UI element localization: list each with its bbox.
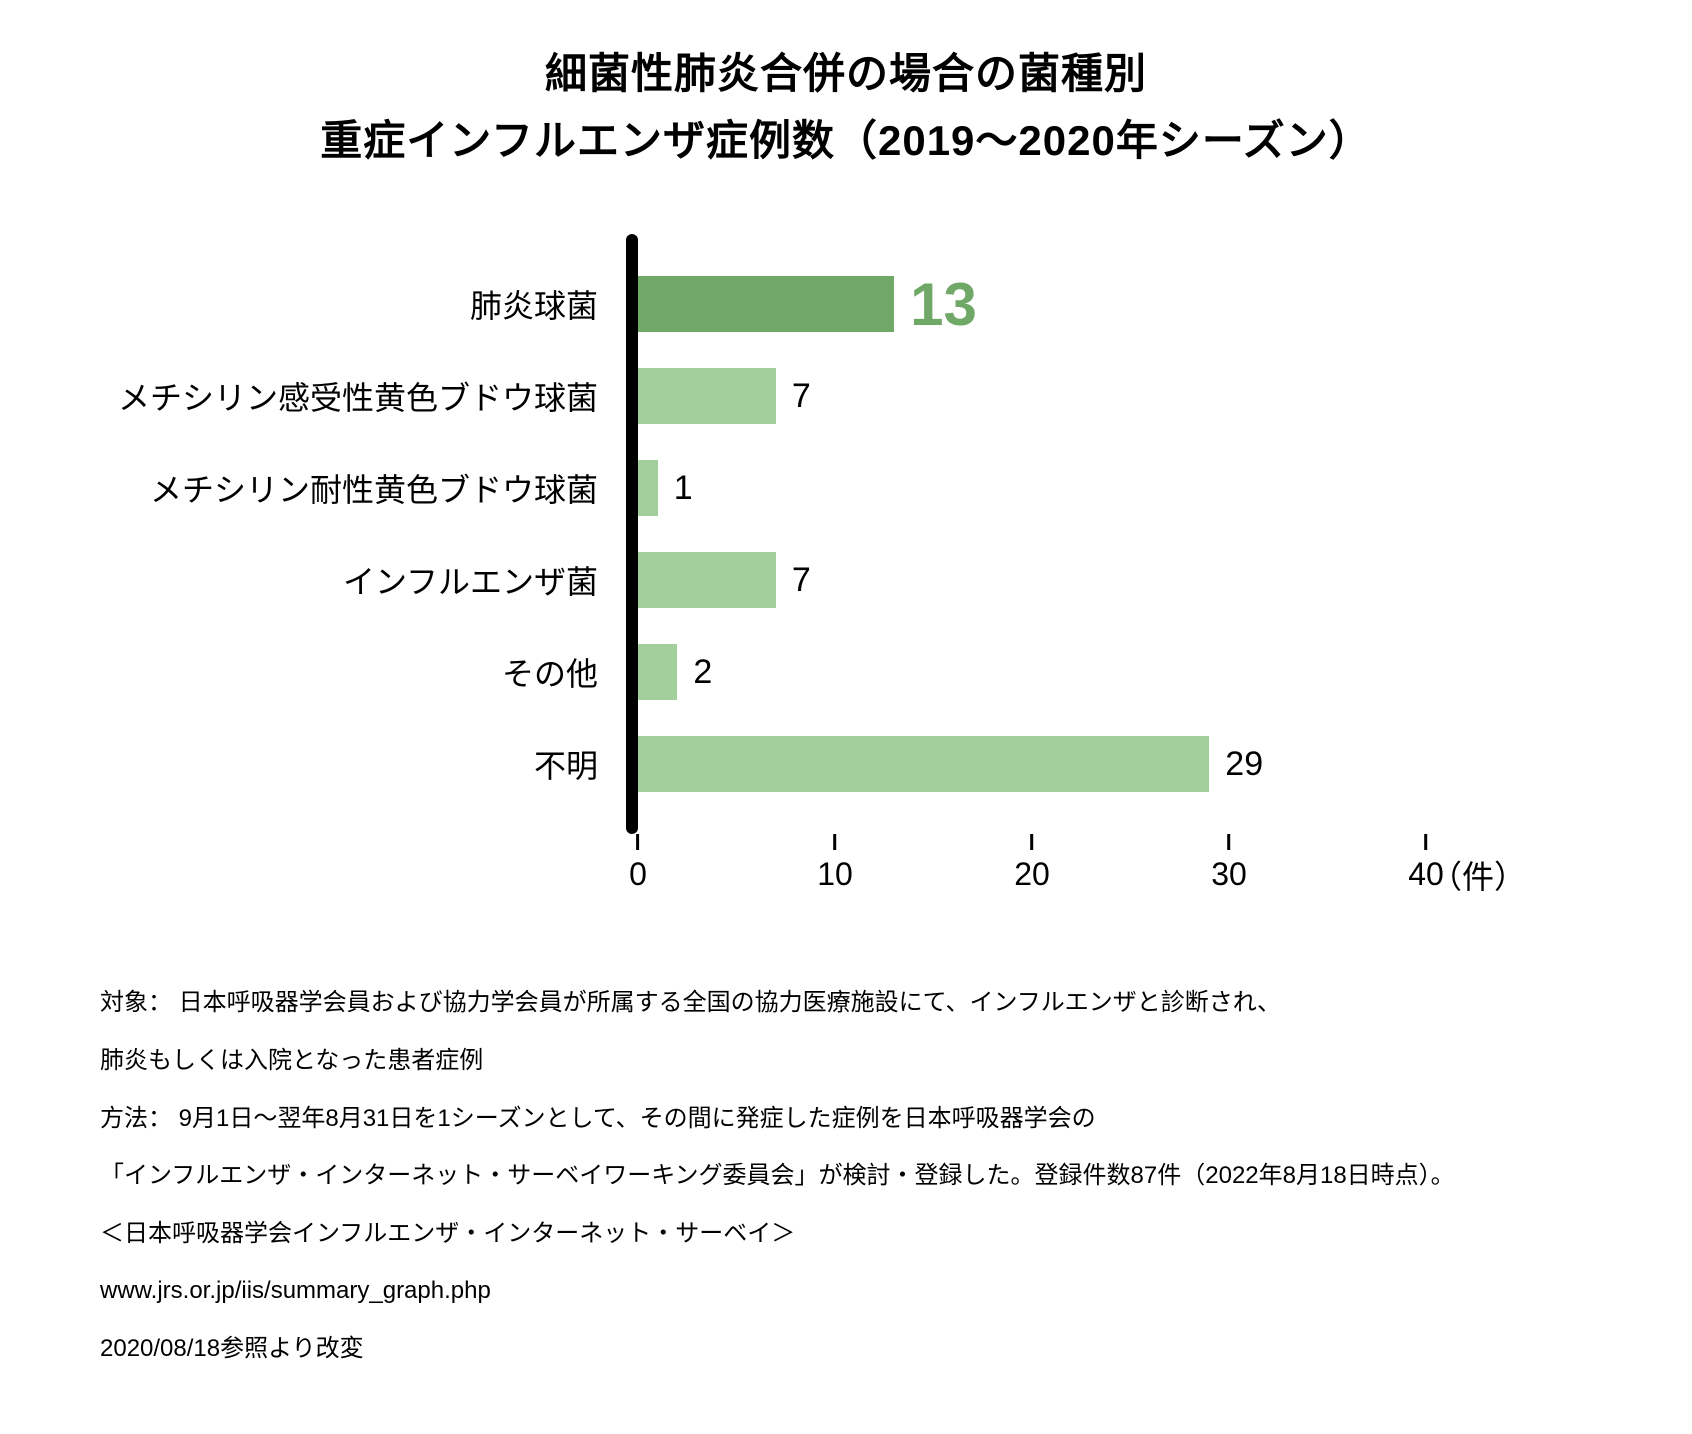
axis-unit-label: （件） [1430, 852, 1526, 898]
bar-row: 肺炎球菌13 [638, 276, 1426, 332]
x-tick: 0 [629, 834, 647, 893]
bar-row: メチシリン耐性黄色ブドウ球菌1 [638, 460, 1426, 516]
footnote-line: 「インフルエンザ・インターネット・サーベイワーキング委員会」が検討・登録した。登… [100, 1147, 1632, 1205]
tick-mark [1031, 834, 1034, 850]
bar-rect [638, 552, 776, 608]
plot-area: 肺炎球菌13 メチシリン感受性黄色ブドウ球菌7 メチシリン耐性黄色ブドウ球菌1 インフ… [626, 234, 1426, 834]
bar-category-label: 不明 [534, 741, 598, 787]
tick-label: 30 [1211, 856, 1247, 893]
x-axis-ticks: （件） 010203040 [638, 834, 1426, 894]
tick-mark [636, 834, 639, 850]
tick-mark [1425, 834, 1428, 850]
bar-value-label: 29 [1225, 745, 1263, 784]
bar-value-label: 7 [792, 377, 811, 416]
x-tick: 40 [1408, 834, 1444, 893]
x-tick: 30 [1211, 834, 1247, 893]
bar-rect [638, 736, 1209, 792]
bar-row: その他2 [638, 644, 1426, 700]
bars-container: 肺炎球菌13 メチシリン感受性黄色ブドウ球菌7 メチシリン耐性黄色ブドウ球菌1 インフ… [638, 258, 1426, 810]
bar-value-label: 13 [910, 270, 977, 339]
tick-mark [1228, 834, 1231, 850]
bar-row: インフルエンザ菌7 [638, 552, 1426, 608]
bar-rect [638, 460, 658, 516]
x-tick: 20 [1014, 834, 1050, 893]
footnote-line: www.jrs.or.jp/iis/summary_graph.php [100, 1262, 1632, 1320]
bar-rect [638, 368, 776, 424]
bar-rect [638, 276, 894, 332]
bar-value-label: 7 [792, 561, 811, 600]
tick-label: 40 [1408, 856, 1444, 893]
bar-value-label: 1 [674, 469, 693, 508]
tick-mark [834, 834, 837, 850]
bar-value-label: 2 [693, 653, 712, 692]
bar-row: 不明29 [638, 736, 1426, 792]
title-line-2: 重症インフルエンザ症例数（2019～2020年シーズン） [60, 107, 1632, 174]
bar-category-label: メチシリン感受性黄色ブドウ球菌 [118, 373, 598, 419]
bar-category-label: インフルエンザ菌 [343, 557, 598, 603]
title-line-1: 細菌性肺炎合併の場合の菌種別 [60, 40, 1632, 107]
footnote-line: 肺炎もしくは入院となった患者症例 [100, 1032, 1632, 1090]
y-axis [626, 234, 638, 834]
chart-title: 細菌性肺炎合併の場合の菌種別 重症インフルエンザ症例数（2019～2020年シー… [60, 40, 1632, 174]
footnote-line: 2020/08/18参照より改変 [100, 1320, 1632, 1378]
tick-label: 10 [817, 856, 853, 893]
bar-category-label: 肺炎球菌 [470, 281, 598, 327]
footnote-line: 対象： 日本呼吸器学会員および協力学会員が所属する全国の協力医療施設にて、インフ… [100, 974, 1632, 1032]
footnotes: 対象： 日本呼吸器学会員および協力学会員が所属する全国の協力医療施設にて、インフ… [100, 974, 1632, 1377]
bar-row: メチシリン感受性黄色ブドウ球菌7 [638, 368, 1426, 424]
tick-label: 0 [629, 856, 647, 893]
footnote-line: 方法： 9月1日～翌年8月31日を1シーズンとして、その間に発症した症例を日本呼… [100, 1090, 1632, 1148]
x-tick: 10 [817, 834, 853, 893]
bar-category-label: メチシリン耐性黄色ブドウ球菌 [150, 465, 598, 511]
footnote-line: ＜日本呼吸器学会インフルエンザ・インターネット・サーベイ＞ [100, 1205, 1632, 1263]
bar-category-label: その他 [502, 649, 598, 695]
tick-label: 20 [1014, 856, 1050, 893]
bar-rect [638, 644, 677, 700]
chart: 肺炎球菌13メチシリン感受性黄色ブドウ球菌7メチシリン耐性黄色ブドウ球菌1インフ… [146, 234, 1546, 894]
